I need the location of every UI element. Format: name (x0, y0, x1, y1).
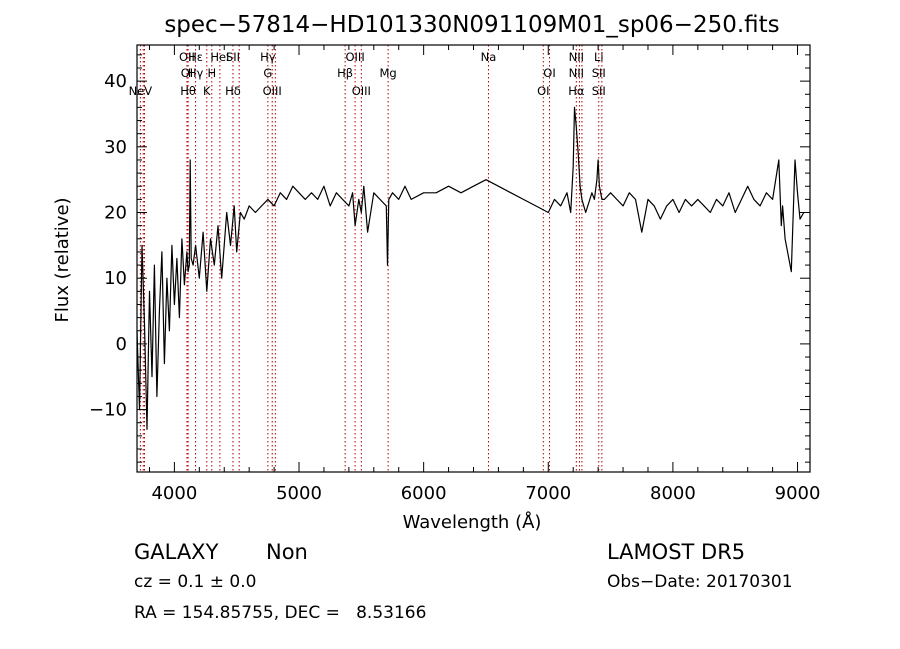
x-tick-label: 7000 (525, 483, 571, 504)
emission-line-label: Hδ (225, 84, 241, 98)
x-tick-label: 6000 (401, 483, 447, 504)
emission-line-label: H (207, 66, 216, 80)
observation-date: Obs−Date: 20170301 (607, 572, 793, 592)
chart-title: spec−57814−HD101330N091109M01_sp06−250.f… (164, 12, 779, 38)
emission-line-label: SII (592, 84, 606, 98)
emission-line-label: OII (179, 50, 195, 64)
redshift-cz: cz = 0.1 ± 0.0 (134, 572, 257, 592)
y-tick-label: 0 (116, 334, 127, 355)
emission-line-label: K (203, 84, 211, 98)
ra-dec-coordinates: RA = 154.85755, DEC = 8.53166 (134, 603, 427, 623)
emission-line-label: OI (181, 66, 193, 80)
x-axis-ticks: 4000 5000 6000 7000 8000 9000 (148, 45, 821, 504)
y-tick-label: −10 (89, 400, 127, 421)
emission-line-label: Na (481, 50, 497, 64)
y-axis-label: Flux (relative) (52, 197, 73, 322)
y-axis-ticks: −10 0 10 20 30 40 (89, 54, 810, 463)
x-tick-label: 4000 (151, 483, 197, 504)
object-class: GALAXY (134, 540, 219, 564)
emission-line-label: Hγ (188, 66, 204, 80)
x-tick-label: 5000 (276, 483, 322, 504)
y-tick-label: 20 (104, 203, 127, 224)
emission-line-label: HeI (210, 50, 229, 64)
emission-line-label: Hθ (180, 84, 196, 98)
emission-line-label: Hγ (260, 50, 276, 64)
emission-line-label: OI (543, 66, 555, 80)
emission-line-label: SII (592, 66, 606, 80)
x-axis-label: Wavelength (Å) (403, 511, 542, 533)
emission-line-label: NII (569, 66, 584, 80)
emission-line-label: Li (594, 50, 604, 64)
emission-line-label: Hε (188, 50, 203, 64)
object-subclass: Non (266, 540, 308, 564)
emission-line-label: SII (226, 50, 240, 64)
emission-line-label: NeV (129, 84, 153, 98)
emission-line-label: Mg (380, 66, 397, 80)
y-tick-label: 10 (104, 268, 127, 289)
x-tick-label: 8000 (650, 483, 696, 504)
spectrum-line (136, 106, 805, 430)
emission-line-label: OI (537, 84, 549, 98)
emission-line-label: OIII (352, 84, 371, 98)
plot-frame (136, 44, 811, 473)
emission-line-label: NII (569, 50, 584, 64)
x-tick-label: 9000 (775, 483, 821, 504)
survey-label: LAMOST DR5 (607, 540, 746, 564)
emission-line-labels: NeVOIIOIHθHεHγKHHeISIIHδHγGOIIIHβOIIIOII… (129, 50, 606, 98)
emission-line-label: Hβ (337, 66, 353, 80)
y-tick-label: 30 (104, 137, 127, 158)
emission-line-label: OIII (345, 50, 364, 64)
emission-line-label: Hα (568, 84, 585, 98)
emission-line-label: G (263, 66, 272, 80)
y-tick-label: 40 (104, 71, 127, 92)
emission-line-label: OIII (263, 84, 282, 98)
